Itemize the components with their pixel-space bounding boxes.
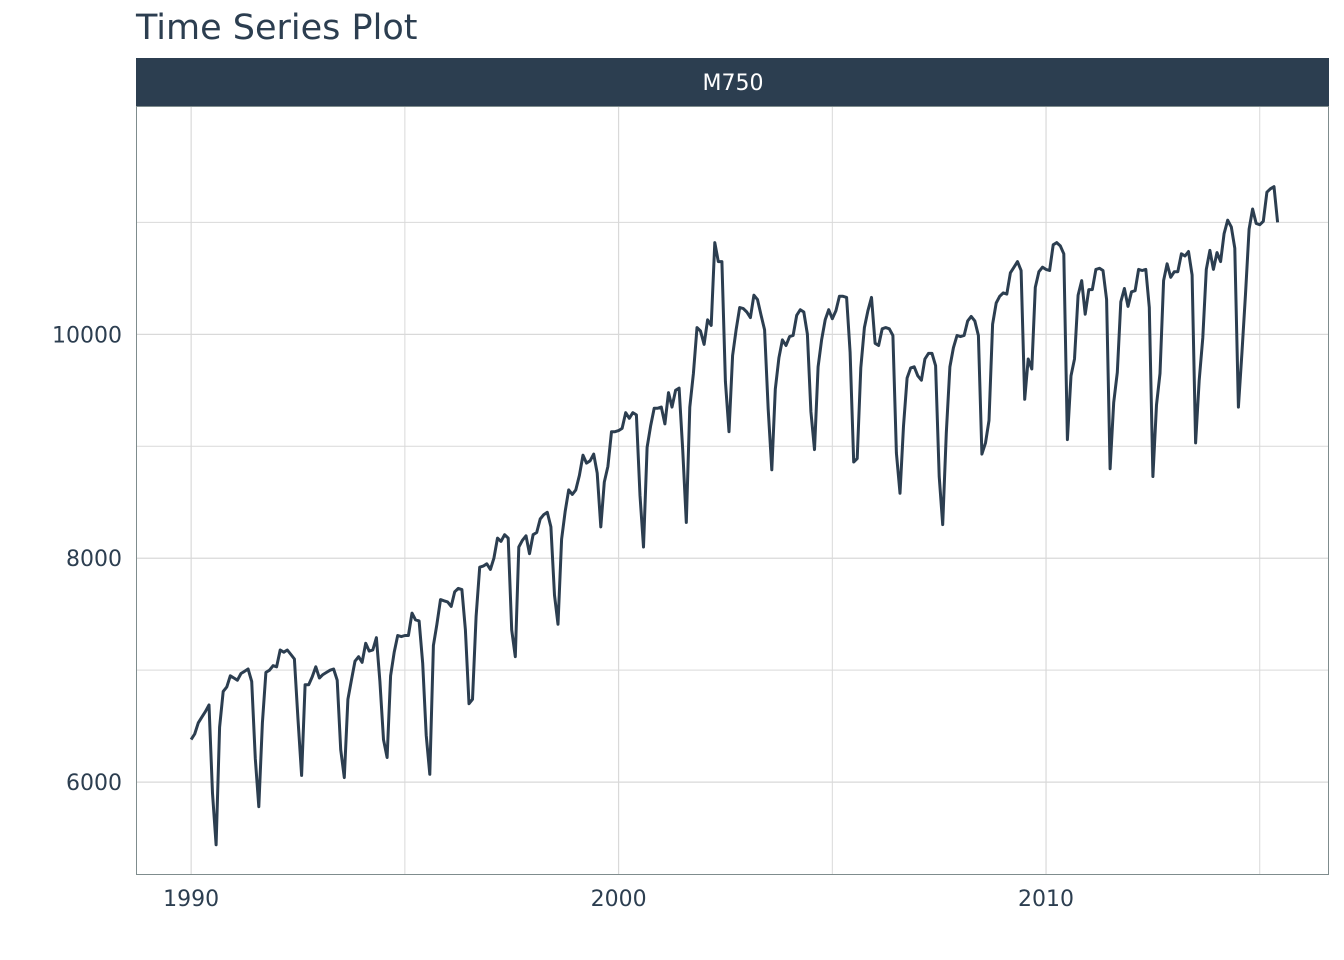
series-line-M750 xyxy=(189,185,1280,847)
plot-border xyxy=(136,106,1329,875)
y-tick-label: 10000 xyxy=(52,323,122,348)
grid-lines xyxy=(136,106,1329,875)
x-tick-label: 2000 xyxy=(591,887,647,912)
chart-title: Time Series Plot xyxy=(136,8,418,48)
series-layer xyxy=(189,185,1280,847)
y-tick-label: 6000 xyxy=(66,771,122,796)
y-tick-label: 8000 xyxy=(66,547,122,572)
x-tick-label: 1990 xyxy=(163,887,219,912)
facet-strip-label: M750 xyxy=(703,71,764,96)
x-tick-label: 2010 xyxy=(1018,887,1074,912)
facet-strip xyxy=(136,58,1329,106)
axis-labels: 6000 8000 10000 1990 2000 2010 xyxy=(52,323,1074,912)
